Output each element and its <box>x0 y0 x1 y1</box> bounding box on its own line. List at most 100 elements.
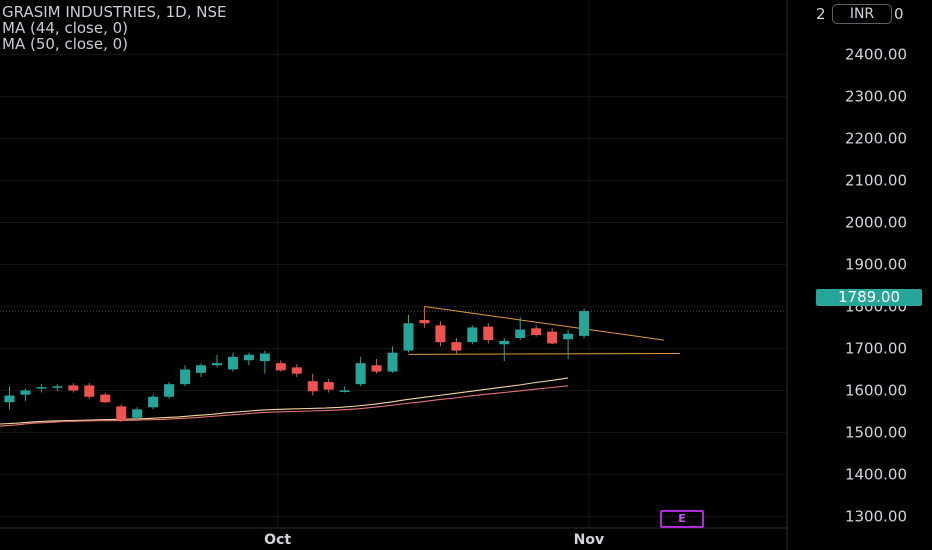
candle-body <box>180 369 191 385</box>
legend-title[interactable]: GRASIM INDUSTRIES, 1D, NSE <box>2 3 227 21</box>
currency-button[interactable]: INR <box>832 4 892 24</box>
price-tick-label: 2400.00 <box>845 46 907 64</box>
candle-body <box>211 363 222 366</box>
candle <box>148 394 159 410</box>
candle-body <box>116 406 127 420</box>
candle <box>563 329 574 359</box>
price-tick-label: 1300.00 <box>845 507 907 525</box>
candle <box>196 363 207 378</box>
chart-grid <box>0 0 788 550</box>
candle <box>4 386 15 410</box>
candle <box>116 404 127 422</box>
candle <box>451 337 462 354</box>
price-axis[interactable]: 1300.001400.001500.001600.001700.001800.… <box>845 46 907 526</box>
candle-body <box>531 328 542 336</box>
candle <box>243 352 254 366</box>
candle <box>435 321 446 347</box>
candle <box>227 352 238 372</box>
candle-body <box>547 331 558 344</box>
candle <box>467 325 478 345</box>
time-axis[interactable]: Oct Nov <box>264 532 604 548</box>
candle <box>547 328 558 345</box>
candle <box>84 382 95 399</box>
price-tick-label: 2100.00 <box>845 172 907 190</box>
price-tick-label: 1500.00 <box>845 423 907 441</box>
candle-body <box>84 385 95 397</box>
price-axis-top-fragment: 2 <box>816 5 826 23</box>
price-tick-label: 2000.00 <box>845 214 907 232</box>
candle-body <box>291 367 302 374</box>
candle-body <box>4 395 15 403</box>
candle-body <box>371 365 382 372</box>
candle <box>371 358 382 374</box>
candle-body <box>164 384 175 397</box>
time-tick-label: Nov <box>574 532 604 548</box>
price-tick-label: 1400.00 <box>845 465 907 483</box>
candle-body <box>132 409 143 418</box>
price-tick-label: 1600.00 <box>845 381 907 399</box>
candle-body <box>339 390 350 392</box>
candle-body <box>20 390 31 395</box>
price-tick-label: 2300.00 <box>845 88 907 106</box>
candle-body <box>403 323 414 351</box>
candle <box>419 306 430 328</box>
candle-body <box>579 311 590 336</box>
candle <box>100 392 111 404</box>
legend-ma44[interactable]: MA (44, close, 0) <box>2 19 129 37</box>
candle <box>483 323 494 344</box>
candle <box>164 382 175 399</box>
candle-body <box>387 352 398 372</box>
candle <box>275 360 286 372</box>
candle <box>180 365 191 387</box>
candle-body <box>52 386 63 388</box>
candle-body <box>100 394 111 403</box>
candle <box>259 350 270 374</box>
candle-body <box>467 327 478 343</box>
candle <box>20 388 31 401</box>
candle-body <box>419 319 430 324</box>
time-tick-label: Oct <box>264 532 291 548</box>
candle <box>339 386 350 393</box>
candle-body <box>227 356 238 370</box>
candle-body <box>148 396 159 408</box>
candle-body <box>196 365 207 373</box>
candle <box>36 384 47 393</box>
trend-lines <box>408 305 680 355</box>
candle <box>355 356 366 387</box>
last-price-label: 1789.00 <box>816 289 922 306</box>
candle <box>132 407 143 420</box>
candlesticks <box>4 306 590 422</box>
candle-body <box>36 387 47 389</box>
candle-body <box>275 363 286 371</box>
candle-body <box>499 340 510 345</box>
candle <box>515 316 526 341</box>
candle <box>323 378 334 393</box>
candle <box>499 337 510 362</box>
candle-body <box>435 325 446 343</box>
candle <box>307 373 318 396</box>
candle-body <box>451 342 462 351</box>
candle-body <box>563 333 574 340</box>
candle <box>211 354 222 368</box>
candle-body <box>307 381 318 392</box>
trend-line-upper <box>424 305 664 341</box>
candle-body <box>68 385 79 391</box>
price-tick-label: 2200.00 <box>845 130 907 148</box>
candle <box>531 325 542 337</box>
candle <box>403 314 414 353</box>
candle <box>579 308 590 338</box>
candle-body <box>259 353 270 362</box>
price-tick-label: 1900.00 <box>845 256 907 274</box>
candle-body <box>355 363 366 385</box>
candle-body <box>515 329 526 338</box>
chart-legend: GRASIM INDUSTRIES, 1D, NSE MA (44, close… <box>2 4 226 52</box>
trend-line-lower <box>408 353 680 355</box>
ma-line-44 <box>0 377 569 425</box>
candle <box>68 383 79 393</box>
price-axis-top-fragment-right: 0 <box>894 5 904 23</box>
price-tick-label: 1700.00 <box>845 339 907 357</box>
earnings-marker[interactable]: E <box>660 510 704 528</box>
moving-average-lines <box>0 377 569 427</box>
legend-ma50[interactable]: MA (50, close, 0) <box>2 35 129 53</box>
